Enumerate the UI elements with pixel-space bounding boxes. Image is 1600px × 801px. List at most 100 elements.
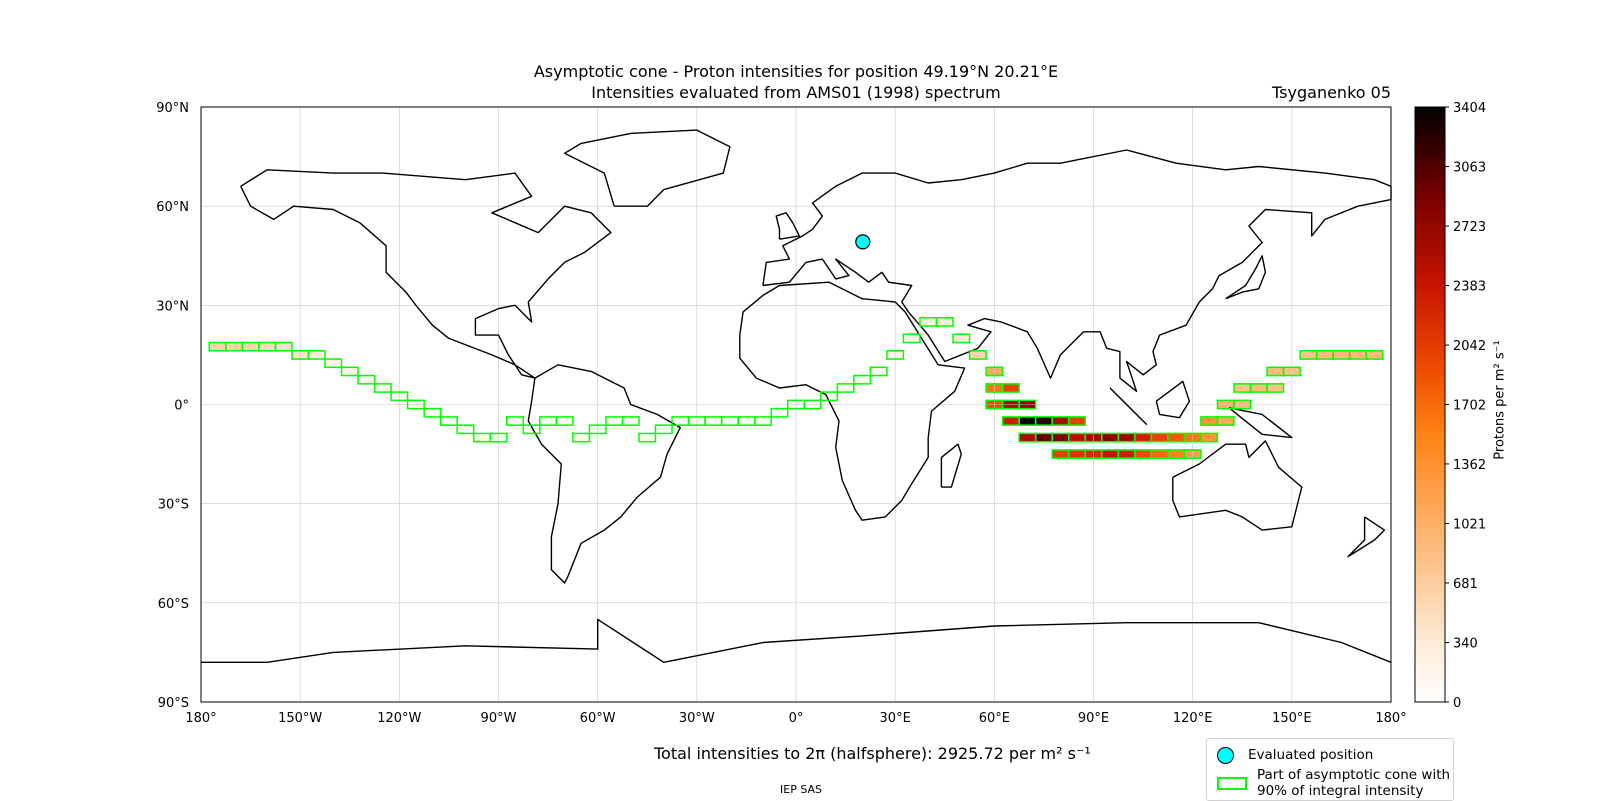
coastline (940, 443, 962, 488)
heat-cell (705, 416, 722, 426)
cone-cell-outline (340, 366, 359, 377)
heat-cell (506, 416, 524, 426)
y-tick-label: 90°S (158, 696, 189, 711)
x-tick-label: 180° (1375, 711, 1406, 726)
cone-cell-outline (307, 350, 326, 360)
heat-cell (275, 342, 292, 351)
heat-cell (919, 317, 937, 326)
cone-cell-outline (423, 407, 442, 418)
heat-cell (539, 416, 557, 426)
heat-cell (1267, 383, 1284, 393)
heat-cell (969, 350, 987, 360)
x-tick-label: 60°E (979, 711, 1010, 726)
heat-cell (738, 416, 755, 426)
heat-cell (424, 408, 441, 417)
x-tick-label: 30°W (679, 711, 715, 726)
colorbar-tick-label: 2042 (1453, 339, 1486, 354)
x-tick-label: 90°W (481, 711, 517, 726)
coastline (1172, 440, 1303, 531)
coastline (201, 618, 1392, 663)
cone-cell-outline (1365, 350, 1384, 360)
heat-cell (1052, 449, 1069, 459)
legend-label-cone-1: Part of asymptotic cone with (1257, 767, 1451, 783)
cone-cell-outline (753, 416, 772, 426)
heat-cell (440, 416, 458, 426)
heat-cell (242, 342, 259, 351)
heat-cell (1167, 449, 1185, 459)
heat-cell (1134, 449, 1152, 459)
heat-cell (1200, 433, 1218, 442)
cone-cell-outline (274, 341, 293, 352)
heat-cell (1035, 416, 1053, 426)
x-tick-label: 90°E (1078, 711, 1109, 726)
heat-cell (225, 342, 243, 351)
heat-cell (324, 359, 342, 368)
cone-cell-outline (853, 374, 872, 385)
heat-cell (1167, 433, 1185, 442)
cone-cell-outline (588, 424, 607, 435)
heat-cell (308, 350, 325, 360)
y-tick-label: 30°N (156, 299, 189, 314)
cone-cell-outline (555, 416, 574, 426)
legend-item-evaluated: Evaluated position (1217, 745, 1373, 765)
heat-cell (622, 416, 639, 426)
heat-cell (556, 416, 573, 426)
heat-cell (1366, 350, 1383, 360)
legend: Evaluated position Part of asymptotic co… (1206, 738, 1454, 801)
heat-cell (1068, 433, 1086, 442)
legend-item-cone: Part of asymptotic cone with 90% of inte… (1217, 767, 1450, 799)
heat-cell (457, 425, 474, 434)
heat-cell (655, 425, 673, 434)
heat-cell (1267, 367, 1284, 376)
cone-cell-outline (1018, 399, 1037, 410)
cone-cell-outline (324, 358, 343, 369)
heat-cell (837, 383, 854, 393)
heat-cell (473, 433, 491, 442)
colorbar-tick-label: 340 (1453, 637, 1478, 652)
cone-cell-outline (522, 424, 541, 435)
heat-cell (1118, 449, 1135, 459)
x-tick-label: 120°W (377, 711, 421, 726)
heat-cell (258, 342, 276, 351)
y-tick-label: 60°N (156, 200, 189, 215)
chart-title: Asymptotic cone - Proton intensities for… (533, 62, 1059, 81)
colorbar-tick-label: 2383 (1453, 279, 1486, 294)
cone-cell-outline (1200, 432, 1219, 443)
colorbar-tick-label: 1362 (1453, 458, 1486, 473)
coastline (762, 149, 1392, 392)
cone-cell-outline (968, 350, 987, 360)
cone-cell-outline (456, 424, 475, 435)
heat-cell (1151, 449, 1168, 459)
cone-cell-outline (406, 399, 425, 410)
total-intensity: Total intensities to 2π (halfsphere): 29… (654, 744, 1091, 763)
cone-cell-outline (952, 333, 971, 344)
plot-frame (200, 106, 1392, 703)
coastline (775, 212, 800, 240)
heat-cell (1200, 416, 1218, 426)
footer-credit: IEP SAS (780, 783, 823, 796)
cone-cell-outline (935, 316, 954, 327)
heat-cell (1217, 416, 1234, 426)
cone-cell-outline (1266, 383, 1285, 393)
heat-cell (754, 416, 772, 426)
cone-cell-outline (439, 416, 458, 426)
coastline (739, 281, 966, 521)
heat-cell (1134, 433, 1152, 442)
heat-cell (936, 317, 954, 326)
coastline (563, 129, 731, 207)
cone-cell-outline-icon (1217, 776, 1247, 790)
legend-label-cone-2: 90% of integral intensity (1257, 783, 1424, 799)
cone-cell-outline (373, 383, 392, 393)
cone-cell-outline (1001, 383, 1020, 393)
heat-cell (1151, 433, 1168, 442)
heat-cell (1349, 350, 1367, 360)
cone-cell-outline (820, 391, 839, 402)
heat-cell (1019, 433, 1036, 442)
cone-cell-outline (836, 383, 855, 393)
cone-cell-outline (621, 416, 640, 426)
heat-cell (771, 408, 788, 417)
cone-cell-outline (902, 333, 921, 344)
x-tick-label: 60°W (580, 711, 616, 726)
coastline (240, 169, 612, 379)
colorbar-label: Protons per m² s⁻¹ (1492, 340, 1508, 460)
